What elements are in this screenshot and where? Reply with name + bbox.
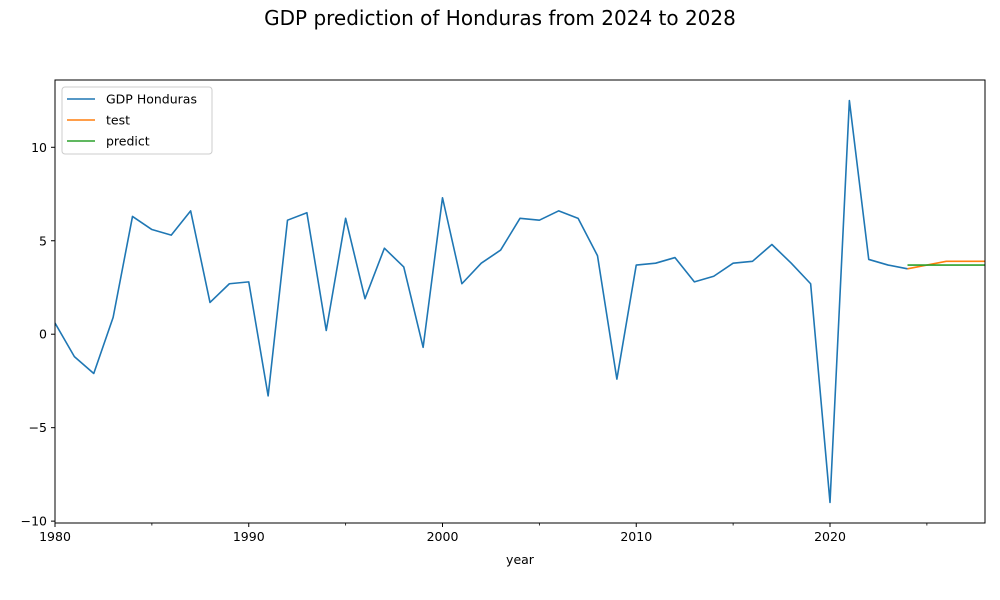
x-axis: 1980 1990 2000 2010 2020 bbox=[39, 523, 928, 544]
legend-label-predict: predict bbox=[106, 134, 150, 149]
plot-frame bbox=[54, 79, 986, 524]
chart-title: GDP prediction of Honduras from 2024 to … bbox=[264, 6, 736, 30]
y-tick-label: 10 bbox=[31, 140, 47, 155]
series-line-gdp-honduras bbox=[55, 99, 908, 504]
legend: GDP Honduras test predict bbox=[61, 86, 213, 155]
y-axis: 10 5 0 −5 −10 bbox=[21, 140, 55, 529]
legend-box bbox=[61, 86, 213, 155]
y-tick-label: 0 bbox=[39, 327, 47, 342]
x-axis-label: year bbox=[506, 552, 535, 567]
y-tick-label: −10 bbox=[21, 514, 47, 529]
x-tick-label: 2000 bbox=[427, 529, 459, 544]
x-tick-label: 1990 bbox=[233, 529, 265, 544]
y-tick-label: 5 bbox=[39, 233, 47, 248]
series-layer bbox=[54, 99, 986, 504]
x-tick-label: 1980 bbox=[39, 529, 71, 544]
legend-label-test: test bbox=[106, 113, 130, 128]
x-tick-label: 2020 bbox=[814, 529, 846, 544]
legend-label-gdp-honduras: GDP Honduras bbox=[106, 92, 197, 107]
x-tick-label: 2010 bbox=[620, 529, 652, 544]
y-tick-label: −5 bbox=[29, 420, 47, 435]
